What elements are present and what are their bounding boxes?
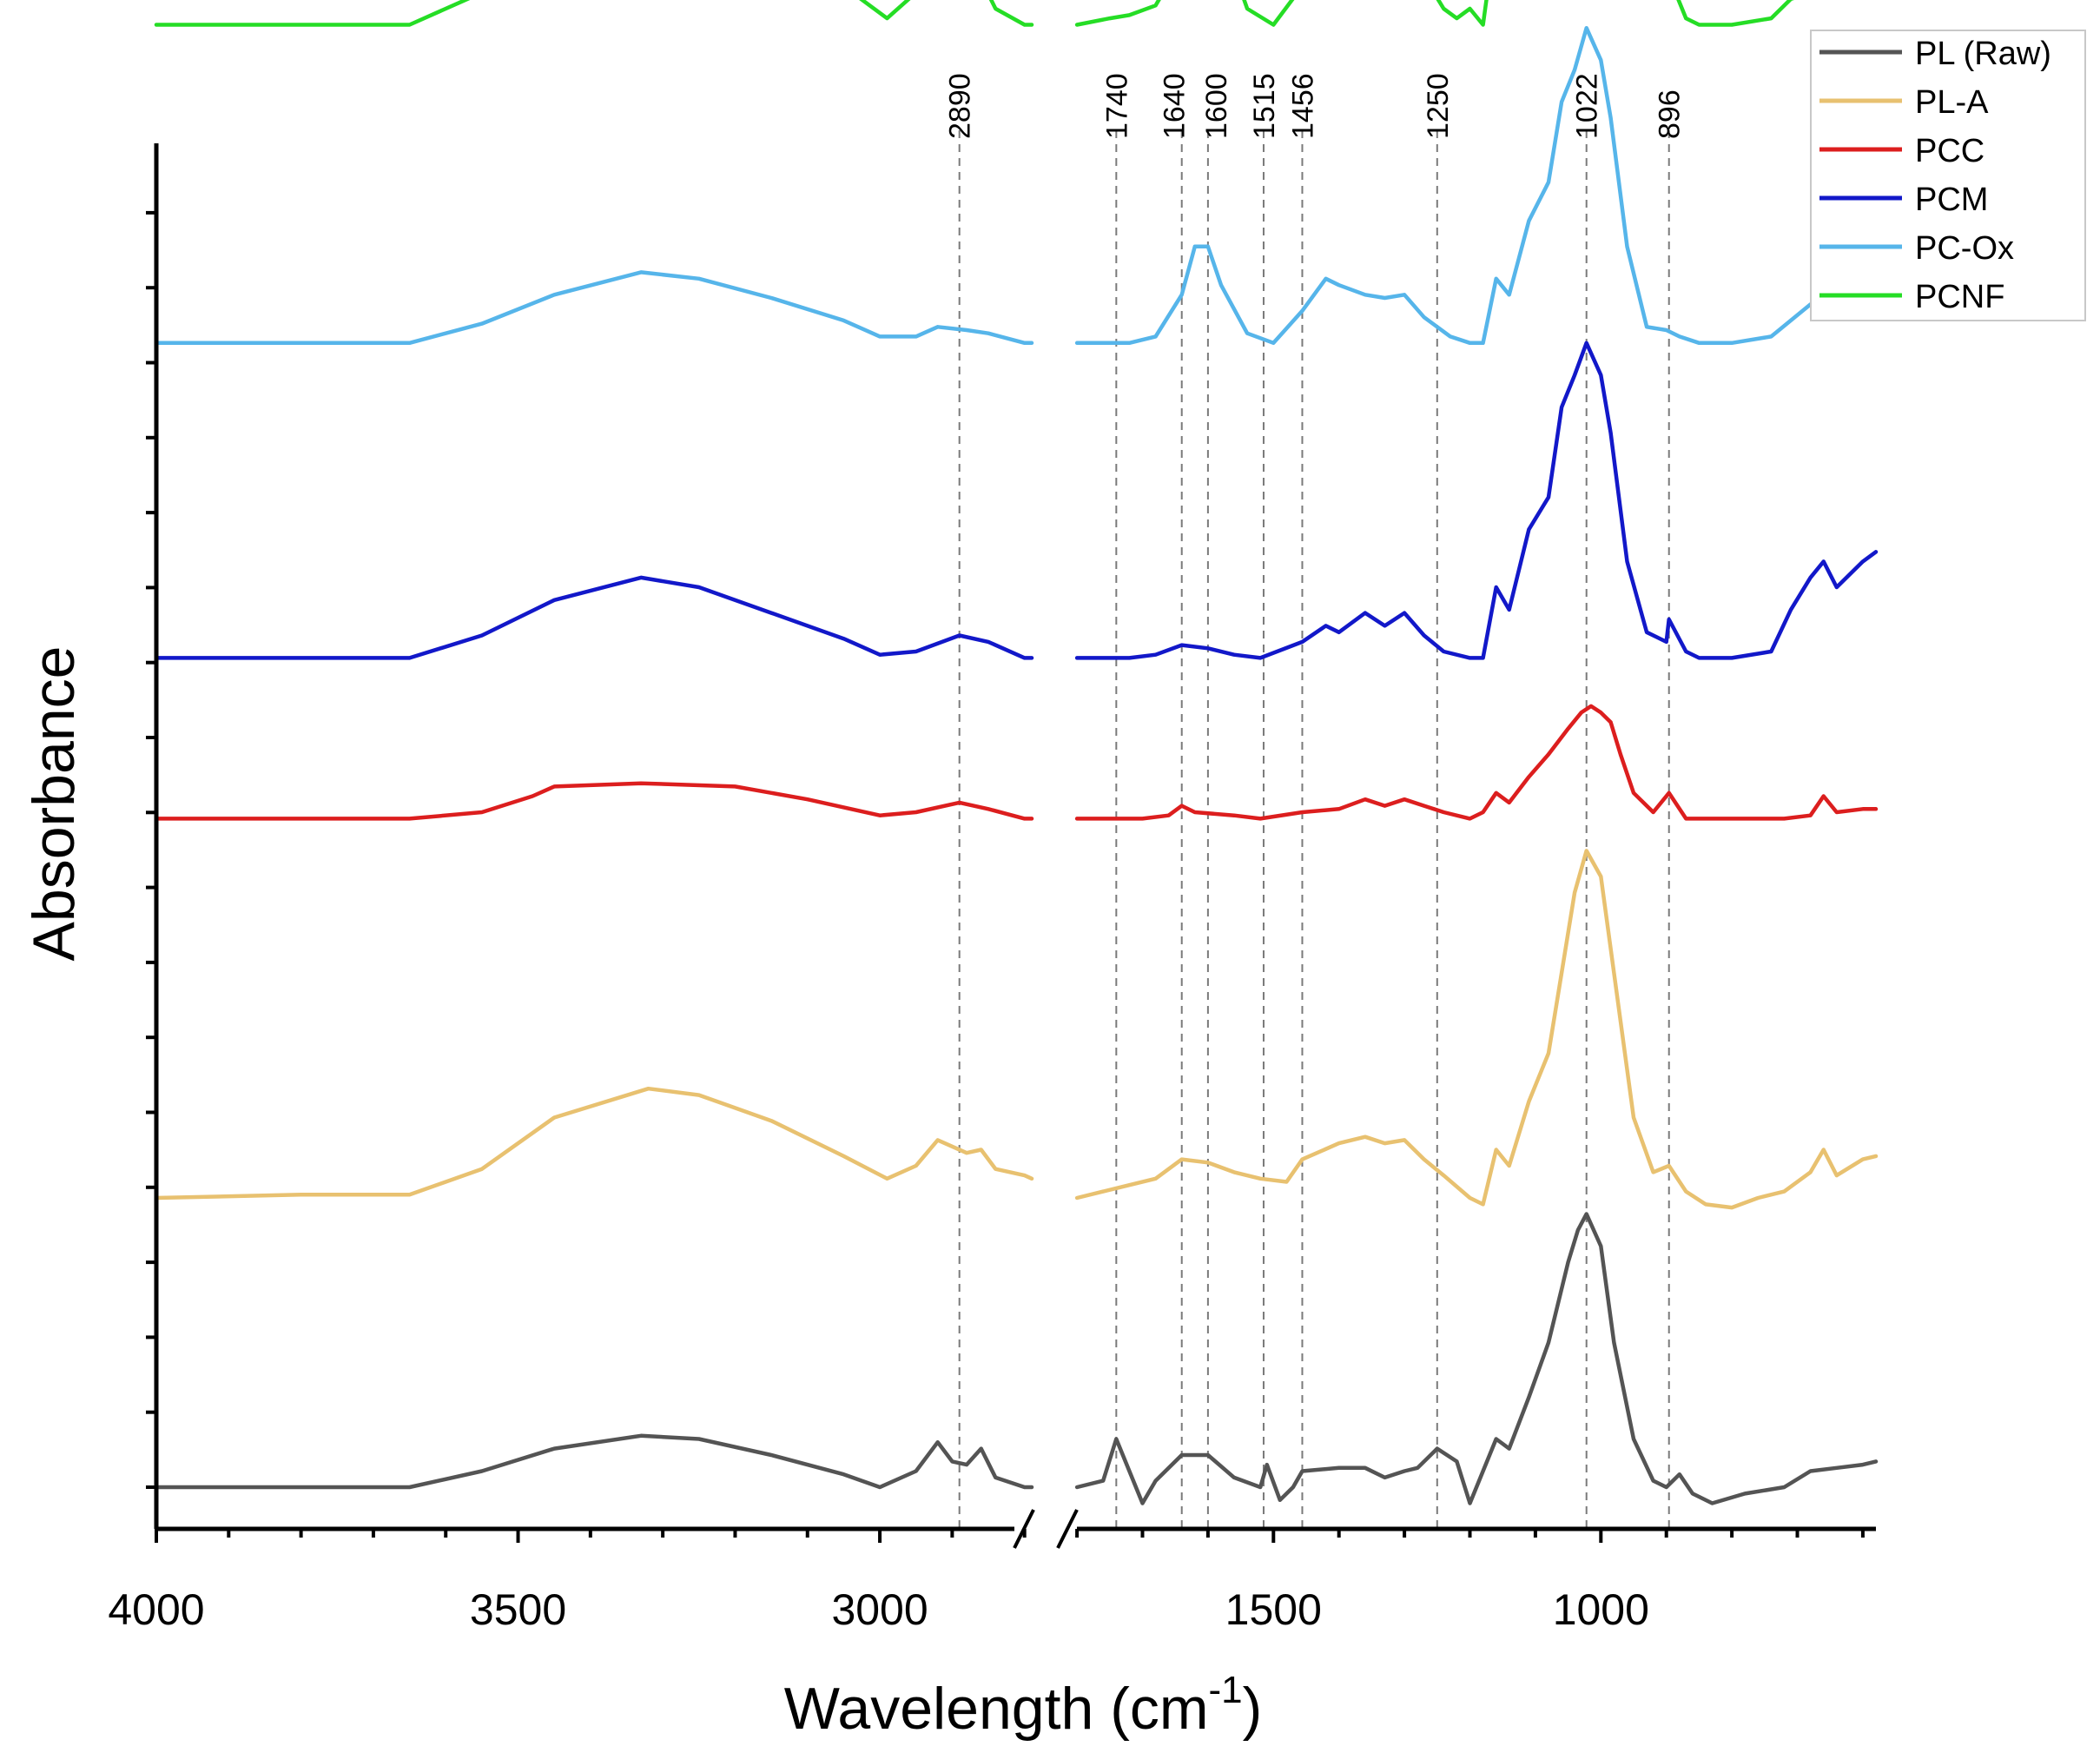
peak-label: 896 <box>1654 89 1687 139</box>
peak-labels: 2890 1740 1640 1600 1515 1456 1250 1022 896 <box>944 73 1687 139</box>
legend-item: PC-Ox <box>1819 230 2014 267</box>
legend-item: PL-A <box>1819 84 1989 121</box>
y-ticks <box>146 210 156 1489</box>
legend-label: PCM <box>1915 182 1988 218</box>
series-line <box>154 0 1034 27</box>
series-line <box>1074 1212 1879 1505</box>
peak-label: 1456 <box>1286 73 1319 139</box>
x-tick-labels: 4000 3500 3000 1500 1000 <box>108 1585 1649 1634</box>
x-ticks <box>155 1529 1865 1543</box>
peak-label: 1022 <box>1571 73 1604 139</box>
peak-label: 2890 <box>944 73 977 139</box>
legend-item: PCC <box>1819 133 1984 169</box>
peak-label: 1515 <box>1248 73 1281 139</box>
legend-item: PCNF <box>1819 279 2004 315</box>
legend-label: PL-A <box>1915 84 1989 121</box>
series-pcnf <box>154 0 1794 27</box>
series-line <box>154 781 1034 821</box>
series-line <box>154 575 1034 660</box>
series-pl-raw <box>154 1212 1879 1505</box>
x-axis-label-main: Wavelength (cm <box>784 1676 1209 1742</box>
peak-reference-lines <box>958 130 1670 1527</box>
x-tick-label: 3000 <box>831 1585 928 1634</box>
legend-label: PC-Ox <box>1915 230 2014 267</box>
x-tick-label: 1000 <box>1553 1585 1649 1634</box>
series-line <box>1074 849 1879 1210</box>
series-line <box>154 270 1034 346</box>
series-line <box>1074 0 1794 27</box>
peak-label: 1600 <box>1200 73 1233 139</box>
legend-item: PCM <box>1819 182 1988 218</box>
peak-label: 1250 <box>1422 73 1455 139</box>
series-line <box>1074 341 1879 660</box>
series-line <box>154 1086 1034 1201</box>
series-line <box>1074 25 1879 346</box>
legend-items: PL (Raw) PL-A PCC PCM PC-Ox PCNF <box>1819 36 2051 315</box>
series-line <box>154 1433 1034 1490</box>
y-axis-label: Absorbance <box>21 646 87 962</box>
series-pcc <box>154 704 1879 821</box>
series-pcm <box>154 341 1879 660</box>
legend-label: PL (Raw) <box>1915 36 2051 72</box>
series-lines <box>154 0 1879 1505</box>
x-tick-label: 4000 <box>108 1585 204 1634</box>
legend-label: PCNF <box>1915 279 2004 315</box>
axes <box>146 143 1876 1549</box>
legend-label: PCC <box>1915 133 1984 169</box>
x-axis-label: Wavelength (cm-1) <box>784 1669 1263 1742</box>
legend: PL (Raw) PL-A PCC PCM PC-Ox PCNF <box>1810 30 2086 321</box>
peak-label: 1740 <box>1100 73 1133 139</box>
axis-break-mark <box>1056 1509 1079 1549</box>
series-line <box>1074 704 1879 821</box>
series-pl-a <box>154 849 1879 1210</box>
x-axis-label-suffix: ) <box>1243 1676 1263 1742</box>
series-pc-ox <box>154 25 1879 346</box>
x-axis-label-superscript: -1 <box>1208 1669 1242 1711</box>
x-tick-label: 1500 <box>1225 1585 1322 1634</box>
peak-label: 1640 <box>1159 73 1192 139</box>
legend-box <box>1810 30 2086 321</box>
legend-item: PL (Raw) <box>1819 36 2051 72</box>
x-tick-label: 3500 <box>470 1585 566 1634</box>
